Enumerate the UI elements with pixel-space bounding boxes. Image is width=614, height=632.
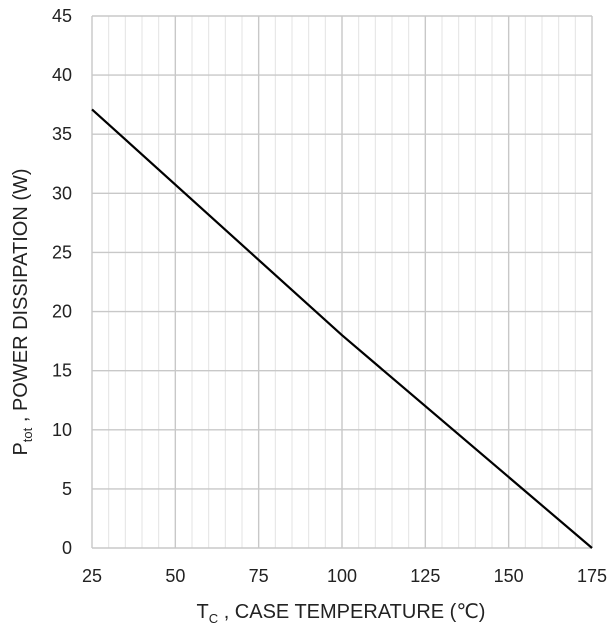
y-tick-label: 30 — [52, 183, 72, 203]
y-tick-label: 40 — [52, 65, 72, 85]
major-gridlines — [91, 15, 593, 549]
x-tick-label: 75 — [249, 566, 269, 586]
y-tick-label: 45 — [52, 6, 72, 26]
y-tick-label: 0 — [62, 538, 72, 558]
series-line — [91, 108, 593, 549]
x-tick-label: 175 — [577, 566, 607, 586]
y-tick-label: 15 — [52, 361, 72, 381]
x-tick-label: 25 — [82, 566, 102, 586]
y-axis-title: Ptot , POWER DISSIPATION (W) — [10, 168, 35, 455]
y-tick-label: 25 — [52, 242, 72, 262]
minor-gridlines — [108, 16, 576, 548]
x-tick-label: 125 — [410, 566, 440, 586]
y-tick-label: 20 — [52, 302, 72, 322]
x-tick-label: 100 — [327, 566, 357, 586]
y-tick-label: 5 — [62, 479, 72, 499]
x-tick-label: 150 — [494, 566, 524, 586]
y-tick-label: 10 — [52, 420, 72, 440]
x-axis-title: TC , CASE TEMPERATURE (℃) — [197, 601, 486, 626]
y-tick-labels: 0 5 10 15 20 25 30 35 40 45 — [52, 6, 72, 558]
series-layer — [91, 108, 593, 549]
y-tick-label: 35 — [52, 124, 72, 144]
x-tick-label: 50 — [165, 566, 185, 586]
x-tick-labels: 25 50 75 100 125 150 175 — [82, 566, 607, 586]
